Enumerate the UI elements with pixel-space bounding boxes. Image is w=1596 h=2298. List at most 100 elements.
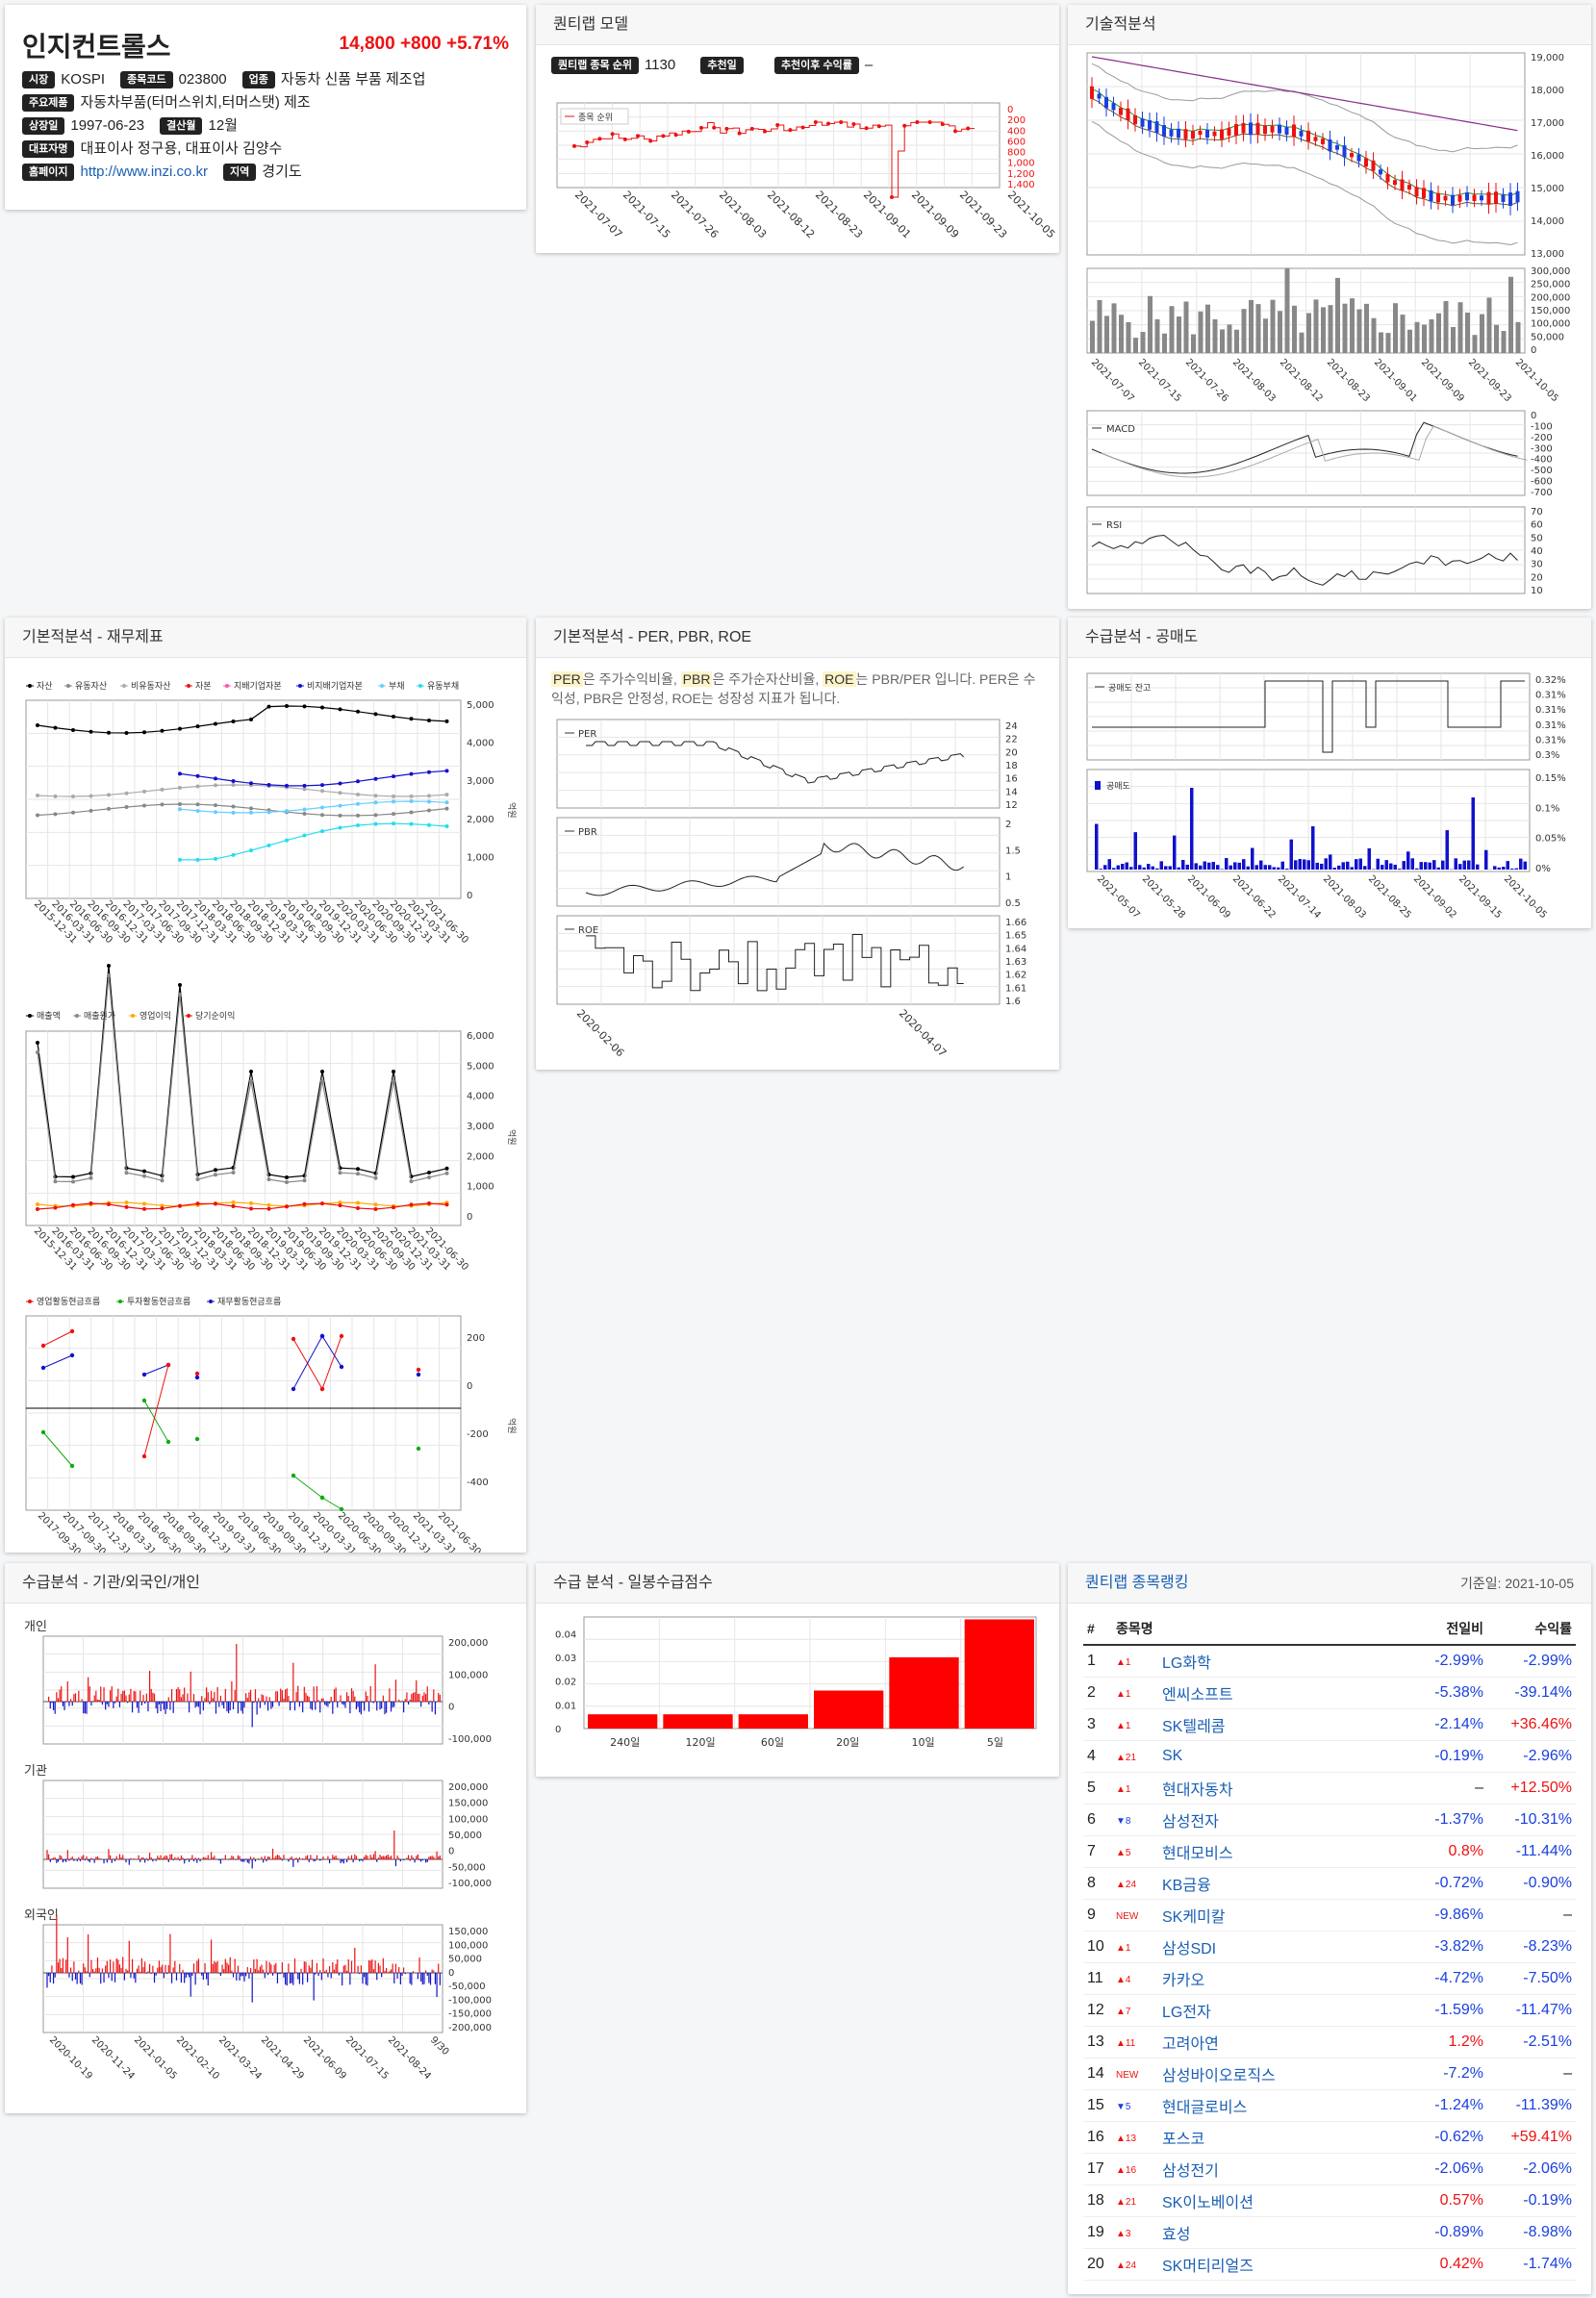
stock-name-link[interactable]: 엔씨소프트 xyxy=(1162,1686,1233,1704)
ranking-row[interactable]: 3 ▲1 SK텔레콤 -2.14% +36.46% xyxy=(1083,1708,1576,1741)
rank-number: 3 xyxy=(1083,1708,1112,1741)
ranking-row[interactable]: 6 ▼8 삼성전자 -1.37% -10.31% xyxy=(1083,1804,1576,1836)
panel-label: PER xyxy=(578,729,596,740)
ranking-row[interactable]: 13 ▲11 고려아연 1.2% -2.51% xyxy=(1083,2026,1576,2058)
ranking-row[interactable]: 15 ▼5 현대글로비스 -1.24% -11.39% xyxy=(1083,2089,1576,2122)
candle-body xyxy=(1133,114,1137,125)
short-volume-bar xyxy=(1251,847,1254,870)
volume-bar xyxy=(1097,299,1102,353)
candle-body xyxy=(1501,194,1506,203)
cashflow-line xyxy=(321,1335,342,1390)
rank-point xyxy=(876,124,881,129)
rsi-label: RSI xyxy=(1106,520,1122,531)
balance-point xyxy=(160,787,165,792)
cashflow-point xyxy=(165,1439,171,1445)
short-volume-bar xyxy=(1181,859,1185,870)
volume-bar xyxy=(1379,332,1383,353)
income-point xyxy=(338,1200,342,1205)
balance-point xyxy=(392,799,395,804)
balance-point xyxy=(266,782,271,787)
rank-point xyxy=(813,120,818,124)
return-rate: -2.06% xyxy=(1487,2153,1576,2185)
y-tick-label: 24 xyxy=(1005,721,1018,732)
ranking-row[interactable]: 10 ▲1 삼성SDI -3.82% -8.23% xyxy=(1083,1931,1576,1963)
ranking-row[interactable]: 8 ▲24 KB금융 -0.72% -0.90% xyxy=(1083,1867,1576,1900)
ranking-row[interactable]: 16 ▲13 포스코 -0.62% +59.41% xyxy=(1083,2121,1576,2154)
volume-bar xyxy=(1263,318,1268,353)
short-volume-bar xyxy=(1367,847,1371,870)
y-tick-label: 200,000 xyxy=(448,1638,488,1649)
candle-body xyxy=(1249,122,1253,136)
balance-point xyxy=(231,852,236,857)
y-tick-label: 60 xyxy=(1531,520,1543,531)
roe-line xyxy=(586,934,964,992)
y-tick-label: 1,400 xyxy=(1007,180,1035,190)
volume-bar xyxy=(1429,318,1434,353)
ranking-row[interactable]: 20 ▲24 SK머티리얼즈 0.42% -1.74% xyxy=(1083,2248,1576,2281)
stock-name-link[interactable]: 삼성전자 xyxy=(1162,1813,1219,1831)
return-rate: -2.96% xyxy=(1487,1740,1576,1773)
ranking-row[interactable]: 1 ▲1 LG화학 -2.99% -2.99% xyxy=(1083,1645,1576,1678)
stock-name-link[interactable]: LG전자 xyxy=(1162,2004,1211,2021)
cashflow-point xyxy=(141,1372,147,1377)
stock-name-link[interactable]: 카카오 xyxy=(1162,1972,1205,1989)
stock-name-link[interactable]: SK케미칼 xyxy=(1162,1908,1226,1926)
stock-name-link[interactable]: 삼성전기 xyxy=(1162,2162,1219,2180)
ranking-row[interactable]: 17 ▲16 삼성전기 -2.06% -2.06% xyxy=(1083,2153,1576,2185)
ranking-row[interactable]: 18 ▲21 SK이노베이션 0.57% -0.19% xyxy=(1083,2184,1576,2217)
rank-point xyxy=(851,121,856,126)
stock-name-link[interactable]: KB금융 xyxy=(1162,1877,1211,1894)
ranking-card: 퀀티랩 종목랭킹 기준일: 2021-10-05 # 종목명 전일비 수익률 1 ▲1… xyxy=(1068,1563,1591,2294)
balance-point xyxy=(373,776,378,781)
homepage-link[interactable]: http://www.inzi.co.kr xyxy=(80,164,209,181)
ranking-row[interactable]: 14 NEW 삼성바이오로직스 -7.2% – xyxy=(1083,2058,1576,2090)
volume-bar xyxy=(1321,307,1326,353)
stock-name-link[interactable]: 고려아연 xyxy=(1162,2035,1219,2053)
candle-body xyxy=(1169,129,1174,137)
ranking-row[interactable]: 12 ▲7 LG전자 -1.59% -11.47% xyxy=(1083,1994,1576,2027)
rank-change: NEW xyxy=(1116,2069,1139,2081)
balance-point xyxy=(373,712,378,717)
ranking-row[interactable]: 4 ▲21 SK -0.19% -2.96% xyxy=(1083,1740,1576,1773)
balance-point xyxy=(231,719,236,723)
short-volume-bar xyxy=(1514,868,1518,870)
stock-name-link[interactable]: SK텔레콤 xyxy=(1162,1718,1226,1735)
y-tick-label: 50,000 xyxy=(448,1831,482,1841)
return-rate: -0.90% xyxy=(1487,1867,1576,1900)
stock-name-link[interactable]: 현대글로비스 xyxy=(1162,2099,1248,2116)
stock-name-link[interactable]: SK이노베이션 xyxy=(1162,2194,1254,2211)
stock-name-link[interactable]: SK머티리얼즈 xyxy=(1162,2258,1254,2275)
stock-name-link[interactable]: 현대모비스 xyxy=(1162,1845,1233,1862)
ranking-row[interactable]: 9 NEW SK케미칼 -9.86% – xyxy=(1083,1899,1576,1932)
balance-point xyxy=(409,794,414,798)
balance-point xyxy=(409,717,414,721)
stock-name-link[interactable]: 효성 xyxy=(1162,2226,1191,2243)
x-tick-label: 2021-10-05 xyxy=(1005,189,1057,240)
ranking-row[interactable]: 19 ▲3 효성 -0.89% -8.98% xyxy=(1083,2216,1576,2249)
ranking-row[interactable]: 7 ▲5 현대모비스 0.8% -11.44% xyxy=(1083,1835,1576,1868)
y-tick-label: -50,000 xyxy=(448,1862,486,1873)
y-tick-label: 100,000 xyxy=(448,1670,488,1680)
current-price: 14,800 xyxy=(339,34,395,54)
stock-name-link[interactable]: 삼성SDI xyxy=(1162,1940,1217,1957)
volume-bar xyxy=(1515,321,1521,353)
stock-name-link[interactable]: 포스코 xyxy=(1162,2131,1205,2148)
stock-name-link[interactable]: SK xyxy=(1162,1747,1183,1764)
x-tick-label: 2021-05-07 xyxy=(1095,873,1142,921)
ranking-row[interactable]: 2 ▲1 엔씨소프트 -5.38% -39.14% xyxy=(1083,1677,1576,1709)
ranking-row[interactable]: 5 ▲1 현대자동차 – +12.50% xyxy=(1083,1772,1576,1805)
income-point xyxy=(142,1201,146,1206)
group-label: 개인 xyxy=(24,1620,47,1634)
y-tick-label: 2,000 xyxy=(467,815,494,825)
ranking-row[interactable]: 11 ▲4 카카오 -4.72% -7.50% xyxy=(1083,1962,1576,1995)
cashflow-point xyxy=(69,1463,75,1469)
stock-name-link[interactable]: 삼성바이오로직스 xyxy=(1162,2067,1276,2084)
income-point xyxy=(36,1202,39,1206)
cashflow-point xyxy=(40,1343,46,1349)
balance-point xyxy=(178,785,182,790)
stock-name-link[interactable]: 현대자동차 xyxy=(1162,1781,1233,1799)
stock-name-link[interactable]: LG화학 xyxy=(1162,1654,1211,1672)
panel-label: 공매도 xyxy=(1106,781,1130,792)
rank-number: 13 xyxy=(1083,2026,1112,2058)
balance-line xyxy=(179,800,447,814)
